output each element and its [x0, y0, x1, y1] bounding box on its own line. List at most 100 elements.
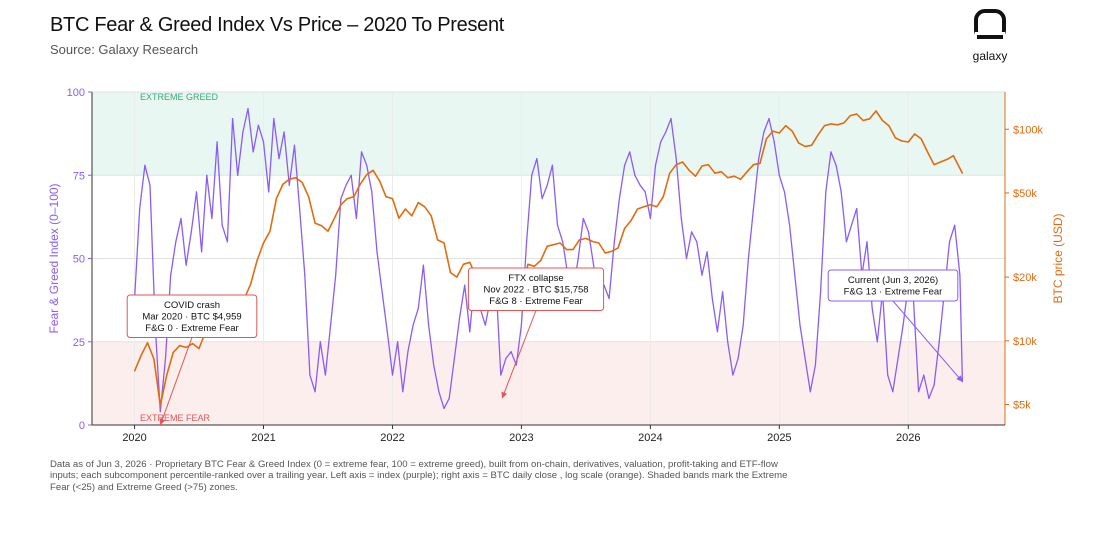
index-point: [685, 257, 688, 260]
price-point: [269, 230, 271, 232]
price-point: [333, 217, 336, 219]
left-axis-label: Fear & Greed Index (0–100): [47, 183, 61, 333]
index-point: [164, 357, 167, 359]
price-point: [417, 202, 419, 204]
price-point: [611, 250, 613, 252]
index-point: [231, 118, 234, 120]
index-point: [360, 151, 363, 153]
price-point: [843, 122, 845, 124]
price-point: [688, 169, 690, 171]
price-point: [817, 134, 819, 136]
index-point: [211, 217, 213, 220]
index-point: [237, 174, 239, 176]
price-point: [314, 222, 316, 224]
index-point: [752, 207, 755, 210]
index-point: [371, 191, 373, 193]
index-point: [923, 374, 925, 376]
annotation-text: Current (Jun 3, 2026): [848, 275, 938, 286]
price-point: [449, 272, 452, 274]
index-point: [918, 391, 920, 393]
index-point: [593, 264, 595, 266]
fear-band-label: EXTREME FEAR: [140, 413, 211, 423]
price-point: [153, 358, 155, 360]
price-point: [282, 183, 284, 185]
left-tick-label: 0: [79, 420, 85, 432]
index-point: [835, 164, 837, 166]
index-point: [639, 184, 641, 186]
index-point: [433, 364, 435, 366]
index-point: [314, 391, 316, 393]
index-point: [871, 307, 873, 310]
price-point: [682, 161, 684, 163]
price-point: [424, 206, 426, 208]
index-point: [840, 191, 842, 193]
index-point: [850, 224, 853, 226]
index-line: [133, 108, 964, 413]
price-point: [804, 145, 806, 147]
index-point: [562, 241, 564, 243]
index-point: [180, 217, 182, 220]
price-point: [250, 283, 252, 285]
index-point: [247, 108, 249, 110]
price-point: [727, 177, 729, 179]
price-point: [939, 161, 942, 163]
price-point: [617, 247, 619, 249]
index-point: [551, 164, 553, 166]
left-tick-label: 100: [67, 87, 85, 99]
price-point: [430, 215, 432, 217]
galaxy-logo-icon: [974, 9, 1006, 42]
price-point: [546, 245, 548, 247]
price-point: [701, 165, 703, 167]
price-point: [456, 276, 458, 278]
price-point: [920, 138, 922, 140]
index-point: [221, 224, 223, 226]
index-point: [195, 191, 198, 193]
index-point: [742, 324, 744, 326]
annotation-text: FTX collapse: [508, 273, 563, 284]
index-point: [887, 374, 889, 376]
index-point: [252, 151, 254, 153]
right-tick-label: $20k: [1013, 272, 1037, 284]
price-point: [946, 158, 948, 161]
price-point: [185, 346, 187, 349]
price-point: [785, 125, 787, 127]
price-point: [649, 204, 651, 206]
index-point: [768, 118, 770, 120]
index-point: [469, 331, 471, 333]
index-point: [407, 351, 409, 353]
index-point: [201, 251, 203, 253]
bands-layer: EXTREME GREED EXTREME FEAR: [92, 92, 1005, 425]
right-tick-label: $10k: [1013, 336, 1037, 348]
index-point: [814, 364, 817, 366]
price-point: [404, 208, 406, 210]
index-point: [670, 118, 672, 120]
price-point: [553, 243, 555, 246]
price-point: [623, 227, 626, 229]
price-point: [765, 138, 768, 140]
index-point: [711, 297, 713, 300]
price-point: [540, 259, 542, 261]
index-point: [335, 274, 337, 276]
price-point: [933, 164, 935, 166]
price-point: [378, 180, 381, 182]
index-point: [948, 241, 951, 243]
index-point: [350, 174, 352, 176]
index-point: [391, 374, 394, 376]
index-point: [304, 274, 306, 276]
price-point: [527, 263, 529, 265]
annotation-text: F&G 8 · Extreme Fear: [489, 296, 582, 307]
index-point: [319, 341, 321, 343]
index-point: [185, 264, 187, 266]
price-point: [778, 132, 780, 134]
price-point: [669, 172, 671, 174]
index-point: [856, 207, 858, 210]
index-point: [149, 184, 151, 186]
annotation-text: Nov 2022 · BTC $15,758: [483, 285, 588, 296]
index-point: [845, 241, 847, 243]
price-point: [159, 404, 161, 406]
price-point: [914, 133, 916, 135]
index-point: [721, 291, 724, 293]
price-point: [288, 178, 290, 180]
index-point: [464, 284, 466, 286]
